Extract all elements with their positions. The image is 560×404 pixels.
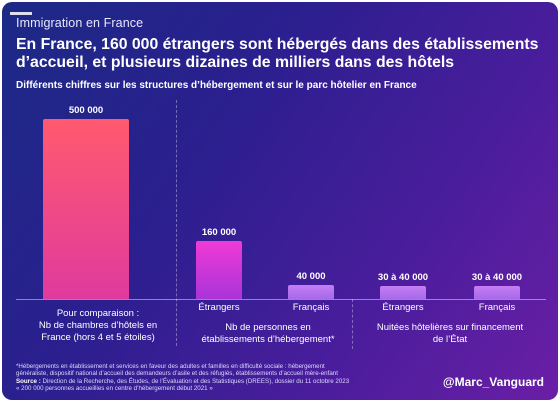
bar-value-label: 30 à 40 000 <box>471 272 523 284</box>
category-label-francais: Français <box>292 302 330 313</box>
bar-etrangers <box>196 241 242 299</box>
category-label-etrangers: Étrangers <box>198 302 240 313</box>
group-label-line: Nb de personnes en <box>225 322 311 333</box>
category-tag: Immigration en France <box>16 16 144 30</box>
bar-etrangers <box>380 286 426 299</box>
footnote: *Hébergements en établissement et servic… <box>16 363 426 392</box>
bar-value-label: 40 000 <box>296 270 326 282</box>
source-text: Direction de la Recherche, des Études, d… <box>40 377 350 385</box>
source-label: Source : <box>16 377 41 385</box>
group-label-line: de l’État <box>432 334 468 345</box>
group-separator <box>352 299 353 349</box>
group-label-etablissements: Nb de personnes en établissements d’hébe… <box>188 322 348 346</box>
chart-card: Immigration en France En France, 160 000… <box>2 2 558 400</box>
group-label-line: France (hors 4 et 5 étoiles) <box>41 332 155 343</box>
group-separator <box>176 100 177 346</box>
group-label-line: établissements d’hébergement* <box>201 334 335 345</box>
footnote-line: généraliste, dispositif national d’accue… <box>16 370 338 378</box>
bar-value-label: 160 000 <box>201 227 237 239</box>
group-label-line: Nuitées hôtelières sur financement <box>376 322 524 333</box>
bar-comparison <box>43 119 129 299</box>
group-label-line: Nb de chambres d’hôtels en <box>38 320 158 331</box>
group-label-line: Pour comparaison : <box>56 308 140 319</box>
footnote-line: *Hébergements en établissement et servic… <box>16 363 325 370</box>
chart-baseline <box>16 299 546 300</box>
category-label-etrangers: Étrangers <box>382 302 424 313</box>
bar-value-label: 500 000 <box>68 105 104 116</box>
category-label-francais: Français <box>478 302 516 313</box>
chart-subtitle: Différents chiffres sur les structures d… <box>16 80 417 91</box>
footnote-line: « 200 000 personnes accueillies en centr… <box>16 384 213 392</box>
group-label-comparison: Pour comparaison : Nb de chambres d’hôte… <box>28 308 168 344</box>
accent-line <box>10 12 32 15</box>
source-line: Source : Direction de la Recherche, des … <box>16 378 426 385</box>
group-label-nuitees: Nuitées hôtelières sur financement de l’… <box>358 322 542 346</box>
chart-title: En France, 160 000 étrangers sont héberg… <box>16 36 539 71</box>
bar-francais <box>474 286 520 299</box>
author-handle: @Marc_Vanguard <box>442 375 544 389</box>
bar-francais <box>288 284 334 299</box>
bar-value-label: 30 à 40 000 <box>377 272 429 284</box>
